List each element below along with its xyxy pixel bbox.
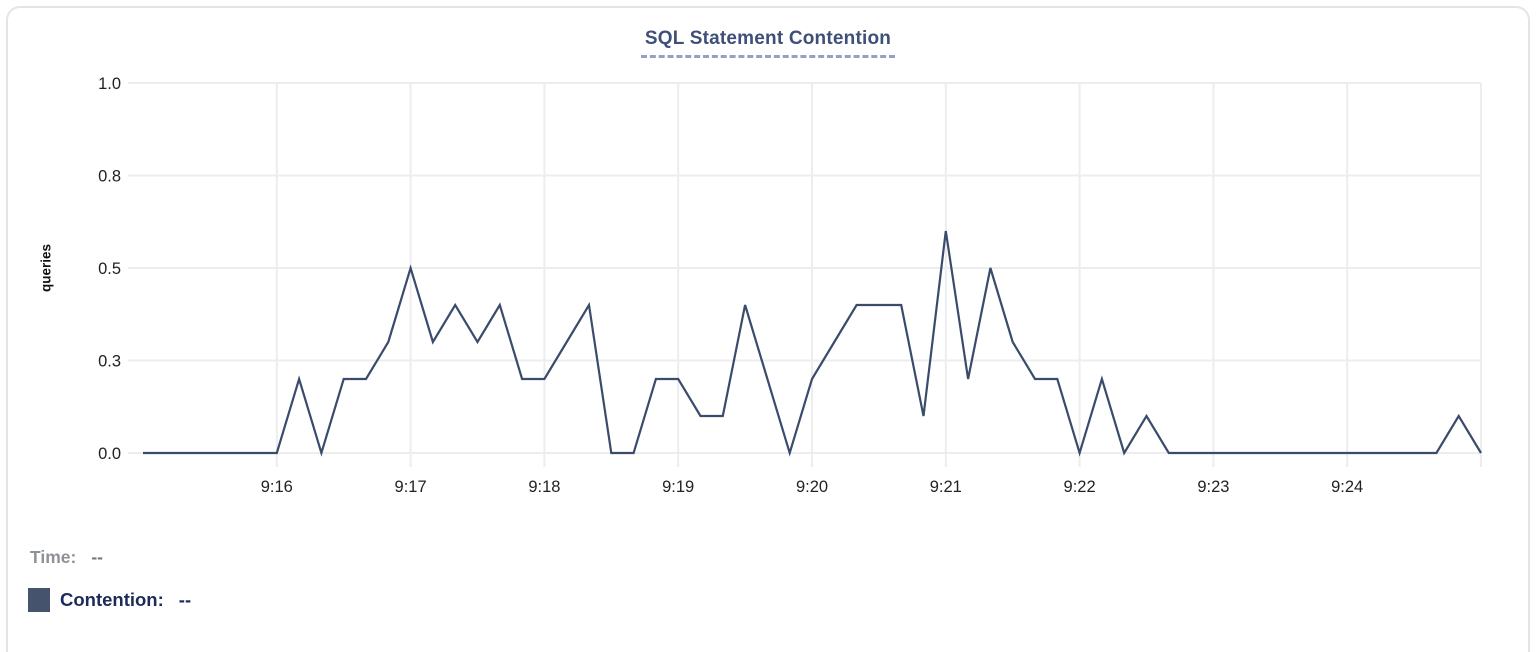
contention-swatch-icon — [28, 588, 50, 612]
x-tick-label: 9:18 — [528, 478, 560, 496]
legend-contention-row: Contention: -- — [28, 588, 191, 612]
y-axis-title: queries — [38, 243, 54, 293]
y-tick-label: 0.5 — [98, 260, 121, 278]
legend-contention-value: -- — [178, 589, 192, 610]
legend-time-row: Time: -- — [30, 547, 103, 568]
x-tick-label: 9:23 — [1197, 478, 1229, 496]
chart-card — [6, 6, 1530, 652]
legend-time-label: Time: — [30, 547, 77, 567]
legend-time-value: -- — [91, 547, 104, 567]
x-tick-label: 9:20 — [796, 478, 828, 496]
chart-title[interactable]: SQL Statement Contention — [640, 28, 896, 58]
y-tick-label: 1.0 — [98, 75, 121, 93]
x-tick-label: 9:16 — [261, 478, 293, 496]
legend-contention-label: Contention: — [60, 589, 164, 610]
x-tick-label: 9:19 — [662, 478, 694, 496]
x-tick-label: 9:17 — [395, 478, 427, 496]
y-tick-label: 0.0 — [98, 445, 121, 463]
chart-header: SQL Statement Contention — [0, 28, 1536, 58]
y-tick-label: 0.8 — [98, 168, 121, 186]
x-tick-label: 9:21 — [930, 478, 962, 496]
y-tick-label: 0.3 — [98, 353, 121, 371]
x-tick-label: 9:22 — [1064, 478, 1096, 496]
contention-series-line — [143, 230, 1482, 457]
x-tick-label: 9:24 — [1331, 478, 1363, 496]
